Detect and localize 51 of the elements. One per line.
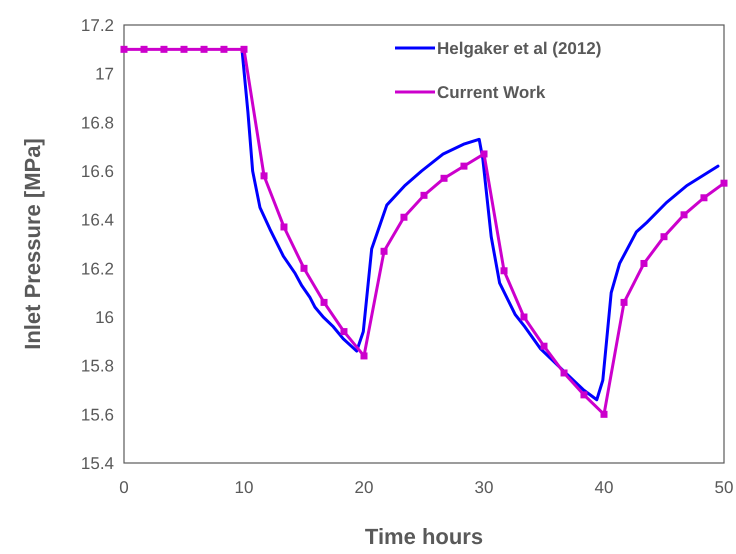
point xyxy=(420,192,428,199)
point xyxy=(480,150,488,158)
point xyxy=(400,214,408,221)
point xyxy=(660,233,668,240)
point xyxy=(120,46,128,53)
x-tick-label: 20 xyxy=(354,478,374,497)
point xyxy=(180,46,188,53)
point xyxy=(380,248,388,255)
x-tick-label: 0 xyxy=(119,478,129,497)
point xyxy=(300,264,308,272)
point xyxy=(600,410,608,418)
point xyxy=(340,328,348,336)
point xyxy=(280,223,288,230)
x-tick-label: 30 xyxy=(474,478,494,497)
point xyxy=(540,342,548,350)
legend-label: Helgaker et al (2012) xyxy=(437,38,602,58)
point xyxy=(160,46,168,53)
point xyxy=(360,352,368,360)
point xyxy=(700,194,708,202)
point xyxy=(240,46,248,53)
point xyxy=(560,369,568,376)
y-tick-label: 15.4 xyxy=(80,454,114,473)
x-axis-title: Time hours xyxy=(364,524,484,549)
point xyxy=(200,46,208,53)
y-tick-label: 16.8 xyxy=(80,113,114,132)
point xyxy=(580,391,588,398)
point xyxy=(500,267,508,274)
point xyxy=(680,211,688,218)
legend-label: Current Work xyxy=(437,82,546,102)
x-tick-label: 10 xyxy=(234,478,254,497)
y-tick-label: 17.2 xyxy=(80,16,114,35)
x-tick-label: 50 xyxy=(714,478,734,497)
point xyxy=(520,314,528,320)
y-tick-label: 15.8 xyxy=(80,356,114,376)
y-tick-label: 16.6 xyxy=(80,162,114,181)
point xyxy=(220,46,228,53)
y-tick-label: 16.4 xyxy=(80,210,114,230)
point xyxy=(460,162,468,170)
point xyxy=(440,174,448,182)
point xyxy=(260,172,268,180)
y-tick-label: 16.2 xyxy=(80,259,114,278)
point xyxy=(620,298,628,306)
point xyxy=(320,298,328,306)
y-tick-label: 15.6 xyxy=(80,405,114,424)
x-tick-label: 40 xyxy=(594,478,614,497)
y-tick-label: 16 xyxy=(95,308,114,327)
point xyxy=(640,260,648,267)
y-axis-title: Inlet Pressure [MPa] xyxy=(20,138,45,350)
point xyxy=(720,180,728,187)
y-tick-label: 17 xyxy=(95,64,114,84)
point xyxy=(140,46,148,53)
